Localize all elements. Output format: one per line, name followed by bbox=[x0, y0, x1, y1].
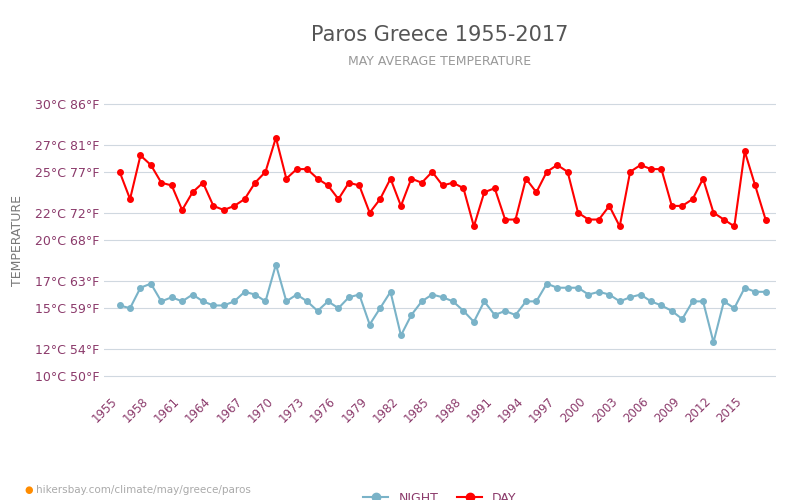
Text: hikersbay.com/climate/may/greece/paros: hikersbay.com/climate/may/greece/paros bbox=[36, 485, 251, 495]
Legend: NIGHT, DAY: NIGHT, DAY bbox=[358, 487, 522, 500]
Text: Paros Greece 1955-2017: Paros Greece 1955-2017 bbox=[311, 25, 569, 45]
Y-axis label: TEMPERATURE: TEMPERATURE bbox=[10, 194, 23, 286]
Text: ●: ● bbox=[24, 485, 33, 495]
Text: MAY AVERAGE TEMPERATURE: MAY AVERAGE TEMPERATURE bbox=[349, 55, 531, 68]
